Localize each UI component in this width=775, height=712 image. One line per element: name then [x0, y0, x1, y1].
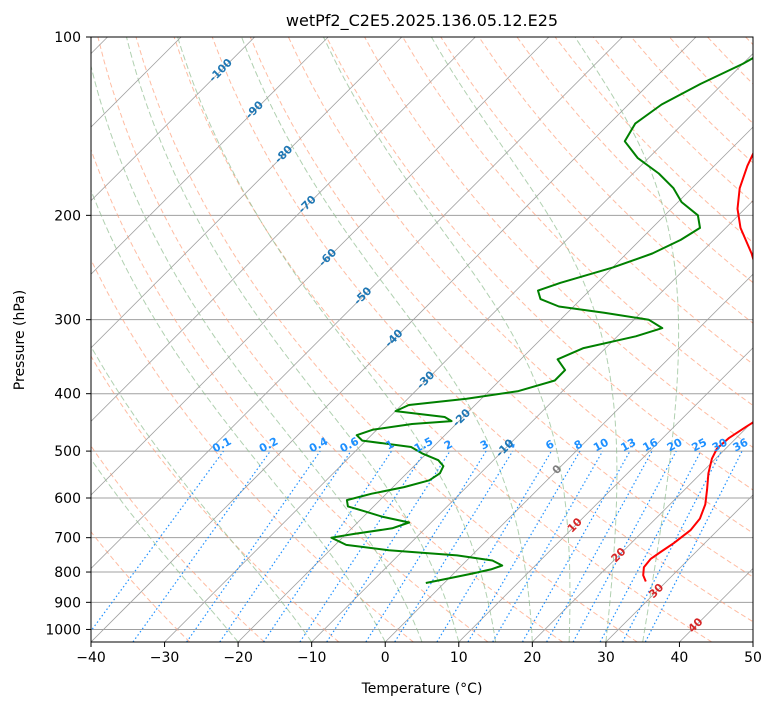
y-tick-label: 100	[54, 30, 81, 46]
x-tick-label: −30	[150, 650, 180, 666]
chart-title: wetPf2_C2E5.2025.136.05.12.E25	[286, 11, 558, 31]
x-axis-label: Temperature (°C)	[361, 681, 483, 697]
y-tick-label: 700	[54, 531, 81, 547]
y-axis-label: Pressure (hPa)	[12, 290, 28, 390]
x-tick-label: −10	[297, 650, 327, 666]
y-tick-label: 600	[54, 491, 81, 507]
y-tick-label: 300	[54, 313, 81, 329]
x-tick-label: 40	[671, 650, 689, 666]
x-tick-label: 20	[523, 650, 541, 666]
y-tick-label: 500	[54, 444, 81, 460]
x-tick-label: 50	[744, 650, 762, 666]
x-tick-label: 0	[381, 650, 390, 666]
y-tick-label: 200	[54, 208, 81, 224]
x-tick-label: −20	[223, 650, 253, 666]
x-tick-label: −40	[76, 650, 106, 666]
y-tick-label: 800	[54, 565, 81, 581]
x-tick-label: 30	[597, 650, 615, 666]
y-tick-label: 400	[54, 387, 81, 403]
x-tick-label: 10	[450, 650, 468, 666]
y-tick-label: 1000	[45, 622, 81, 638]
y-tick-label: 900	[54, 595, 81, 611]
